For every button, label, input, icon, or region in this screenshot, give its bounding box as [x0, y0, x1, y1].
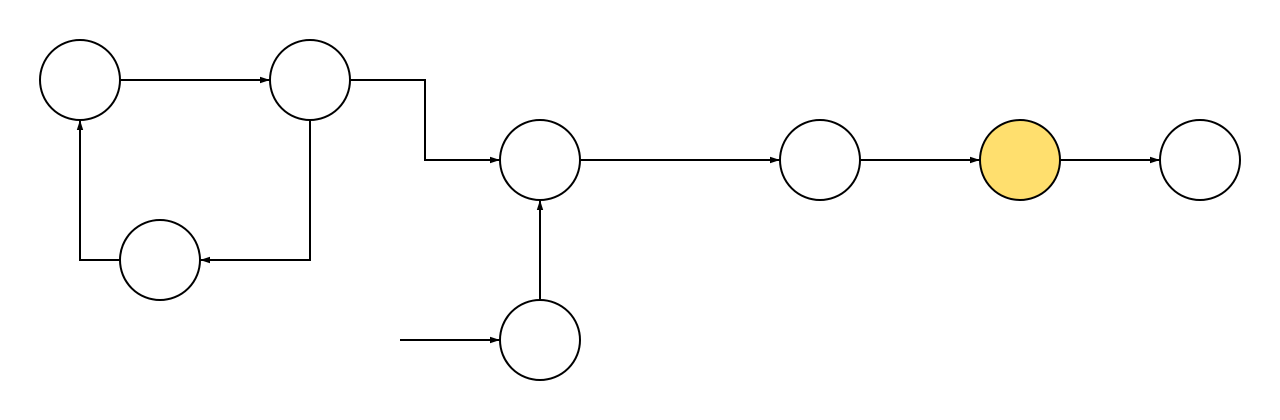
nodes-layer — [39, 39, 1241, 381]
edge-b-to-c — [200, 120, 311, 264]
highlighted-node — [979, 119, 1061, 201]
edge-c-to-a — [76, 120, 120, 261]
node-a — [39, 39, 121, 121]
node-c — [119, 219, 201, 301]
edges-layer — [76, 76, 1160, 344]
node-b — [269, 39, 351, 121]
node-h — [1159, 119, 1241, 201]
node-d — [499, 119, 581, 201]
node-e — [499, 299, 581, 381]
node-f — [779, 119, 861, 201]
edge-b-to-d — [350, 79, 500, 164]
